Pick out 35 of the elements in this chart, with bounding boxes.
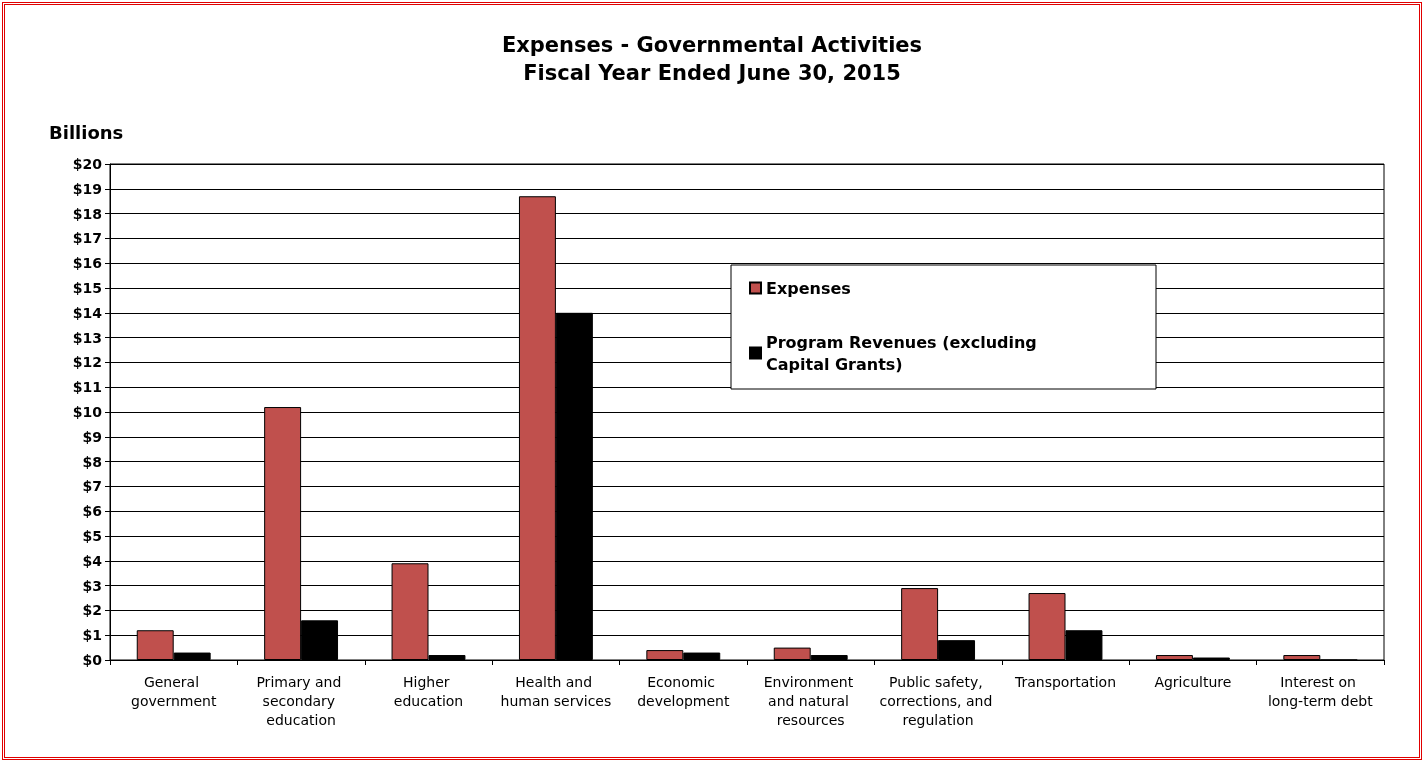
x-tick-label: Environment and natural resources xyxy=(763,673,858,728)
y-tick-label: $0 xyxy=(82,652,103,668)
x-tick-label: Interest on long-term debt xyxy=(1267,673,1374,709)
y-tick-label: $1 xyxy=(82,627,102,644)
legend-label: Expenses xyxy=(766,278,851,298)
y-tick-label: $14 xyxy=(72,304,103,321)
y-tick-label: $5 xyxy=(82,528,102,544)
y-tick-label: $15 xyxy=(72,280,102,296)
y-tick-label: $6 xyxy=(82,503,102,520)
x-tick-label: Higher education xyxy=(393,673,464,709)
x-tick-label: Transportation xyxy=(1013,673,1117,690)
y-tick-label: $4 xyxy=(82,552,103,569)
y-tick-label: $16 xyxy=(72,255,102,272)
x-tick-label: Primary and secondary education xyxy=(256,673,346,728)
y-tick-label: $17 xyxy=(72,230,102,247)
y-tick-label: $20 xyxy=(72,156,103,172)
y-axis-title: Billions xyxy=(49,121,124,143)
y-tick-label: $8 xyxy=(82,453,102,470)
y-tick-label: $11 xyxy=(72,379,102,396)
y-tick-label: $13 xyxy=(72,329,102,346)
y-tick-label: $19 xyxy=(72,180,102,197)
y-tick-label: $12 xyxy=(72,354,102,371)
y-tick-label: $10 xyxy=(72,404,103,420)
legend-label: Program Revenues (excluding Capital Grants) xyxy=(766,332,1043,374)
x-tick-label: General government xyxy=(131,673,217,709)
y-tick-label: $18 xyxy=(72,205,102,222)
chart-title: Expenses - Governmental Activities Fiscal Year Ended June 30, 2015 xyxy=(501,33,923,85)
x-tick-label: Agriculture xyxy=(1154,673,1232,690)
y-tick-label: $9 xyxy=(82,428,102,445)
y-tick-label: $3 xyxy=(82,577,102,594)
x-tick-label: Public safety, corrections, and regulation xyxy=(879,673,997,728)
y-tick-label: $2 xyxy=(82,602,102,619)
y-tick-label: $7 xyxy=(82,478,102,495)
x-tick-label: Economic development xyxy=(637,673,730,709)
x-tick-label: Health and human services xyxy=(500,673,612,709)
